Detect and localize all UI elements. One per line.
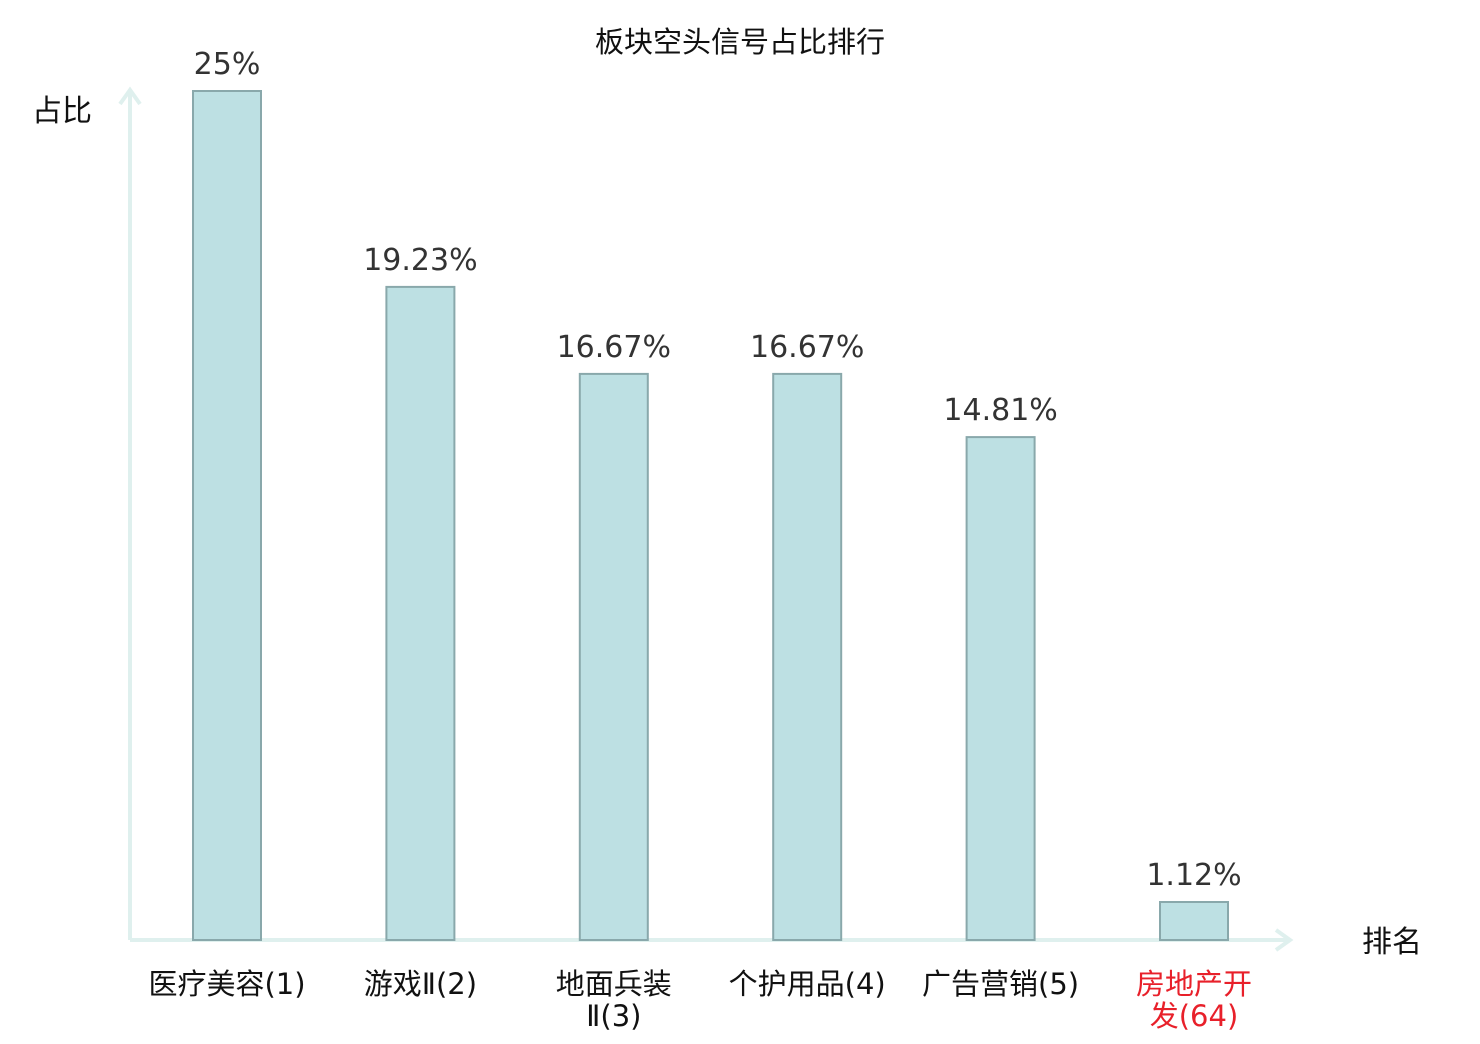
x-tick-label: 房地产开 [1136, 967, 1252, 1001]
bar [1159, 901, 1229, 941]
bar [578, 372, 649, 941]
x-tick-label: 广告营销(5) [922, 967, 1079, 1001]
chart-title: 板块空头信号占比排行 [595, 25, 885, 59]
x-axis-arrow [1274, 928, 1294, 952]
value-labels: 25% 19.23% 16.67% 16.67% 14.81% 1.12% [194, 47, 1242, 893]
data-label: 16.67% [750, 330, 864, 365]
y-axis-arrow [118, 86, 142, 106]
x-axis-label: 排名 [1362, 925, 1422, 960]
x-tick-label: 地面兵装 [556, 967, 672, 1001]
x-tick-label: Ⅱ(3) [586, 999, 641, 1033]
x-tick-label: 个护用品(4) [729, 967, 886, 1001]
data-label: 1.12% [1146, 858, 1241, 893]
data-label: 14.81% [943, 393, 1057, 428]
x-tick-label: 医疗美容(1) [148, 967, 305, 1001]
data-label: 25% [194, 47, 261, 82]
bar [965, 436, 1036, 941]
y-axis-label: 占比 [32, 94, 92, 129]
bars [192, 90, 1229, 941]
bar [385, 285, 456, 941]
bar [192, 90, 262, 941]
axes [118, 86, 1294, 952]
x-tick-label: 游戏Ⅱ(2) [364, 967, 477, 1001]
bar [772, 372, 843, 941]
x-tick-label: 发(64) [1150, 999, 1239, 1033]
data-label: 16.67% [557, 330, 671, 365]
data-label: 19.23% [363, 243, 477, 278]
